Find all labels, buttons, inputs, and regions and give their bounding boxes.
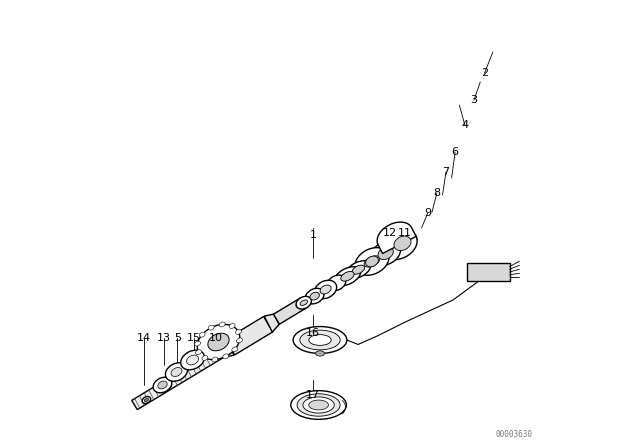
Ellipse shape [236, 338, 243, 343]
Ellipse shape [187, 355, 198, 365]
Ellipse shape [328, 276, 346, 289]
Polygon shape [132, 348, 225, 409]
Ellipse shape [232, 347, 238, 352]
Ellipse shape [378, 247, 394, 259]
Ellipse shape [293, 327, 347, 353]
Text: 15: 15 [187, 333, 201, 343]
Ellipse shape [335, 267, 360, 285]
Text: 11: 11 [397, 228, 412, 238]
Ellipse shape [310, 292, 319, 300]
Ellipse shape [197, 324, 240, 360]
Ellipse shape [371, 241, 401, 266]
Ellipse shape [341, 272, 354, 281]
Ellipse shape [303, 397, 334, 413]
Ellipse shape [153, 377, 172, 393]
Ellipse shape [208, 333, 229, 351]
Text: 4: 4 [461, 120, 468, 130]
Text: 7: 7 [442, 167, 449, 177]
Ellipse shape [195, 341, 200, 346]
Text: 5: 5 [173, 333, 180, 343]
Ellipse shape [334, 267, 361, 286]
Ellipse shape [356, 250, 388, 273]
Text: 13: 13 [157, 333, 171, 343]
Ellipse shape [364, 256, 380, 267]
Ellipse shape [236, 329, 241, 334]
Ellipse shape [381, 230, 417, 260]
Ellipse shape [308, 400, 328, 410]
Ellipse shape [365, 256, 378, 267]
Ellipse shape [347, 261, 370, 278]
Text: 8: 8 [433, 188, 440, 198]
Ellipse shape [202, 356, 208, 361]
Text: 14: 14 [136, 333, 150, 343]
Ellipse shape [196, 350, 202, 355]
Ellipse shape [300, 300, 307, 306]
Polygon shape [225, 316, 273, 355]
Ellipse shape [199, 332, 205, 337]
Ellipse shape [309, 335, 332, 345]
Ellipse shape [144, 398, 148, 401]
Bar [467, 263, 509, 281]
Text: 12: 12 [383, 228, 397, 238]
Ellipse shape [300, 330, 340, 350]
Ellipse shape [171, 367, 182, 376]
Ellipse shape [352, 265, 365, 274]
Text: 1: 1 [310, 230, 317, 240]
Ellipse shape [229, 323, 235, 328]
Text: 17: 17 [306, 390, 320, 400]
Ellipse shape [180, 350, 205, 370]
Ellipse shape [310, 293, 319, 299]
Text: 00003630: 00003630 [496, 430, 532, 439]
Ellipse shape [142, 396, 150, 404]
Text: 2: 2 [481, 68, 488, 78]
Text: 3: 3 [470, 95, 477, 105]
Ellipse shape [314, 280, 337, 299]
Ellipse shape [327, 275, 346, 291]
Text: 10: 10 [209, 333, 223, 343]
Ellipse shape [212, 357, 218, 362]
Ellipse shape [316, 282, 336, 297]
Ellipse shape [372, 244, 399, 263]
Ellipse shape [353, 266, 364, 274]
Polygon shape [264, 314, 279, 332]
Polygon shape [273, 298, 307, 324]
Text: 6: 6 [452, 147, 459, 157]
Ellipse shape [382, 233, 417, 258]
Ellipse shape [297, 394, 340, 416]
Ellipse shape [355, 248, 389, 275]
Ellipse shape [158, 381, 167, 389]
Ellipse shape [320, 285, 331, 294]
Ellipse shape [346, 261, 371, 279]
Text: 16: 16 [306, 328, 320, 338]
Ellipse shape [394, 236, 411, 250]
Text: 9: 9 [424, 208, 431, 218]
Ellipse shape [223, 354, 228, 359]
Polygon shape [377, 222, 416, 254]
Ellipse shape [305, 289, 324, 304]
Polygon shape [220, 339, 234, 357]
Polygon shape [301, 236, 410, 306]
Ellipse shape [321, 286, 331, 293]
Ellipse shape [296, 297, 311, 308]
Ellipse shape [340, 271, 354, 281]
Ellipse shape [219, 322, 225, 327]
Ellipse shape [307, 290, 323, 302]
Ellipse shape [316, 351, 324, 356]
Ellipse shape [291, 391, 346, 419]
Ellipse shape [208, 325, 214, 330]
Ellipse shape [165, 363, 188, 381]
Ellipse shape [296, 296, 312, 309]
